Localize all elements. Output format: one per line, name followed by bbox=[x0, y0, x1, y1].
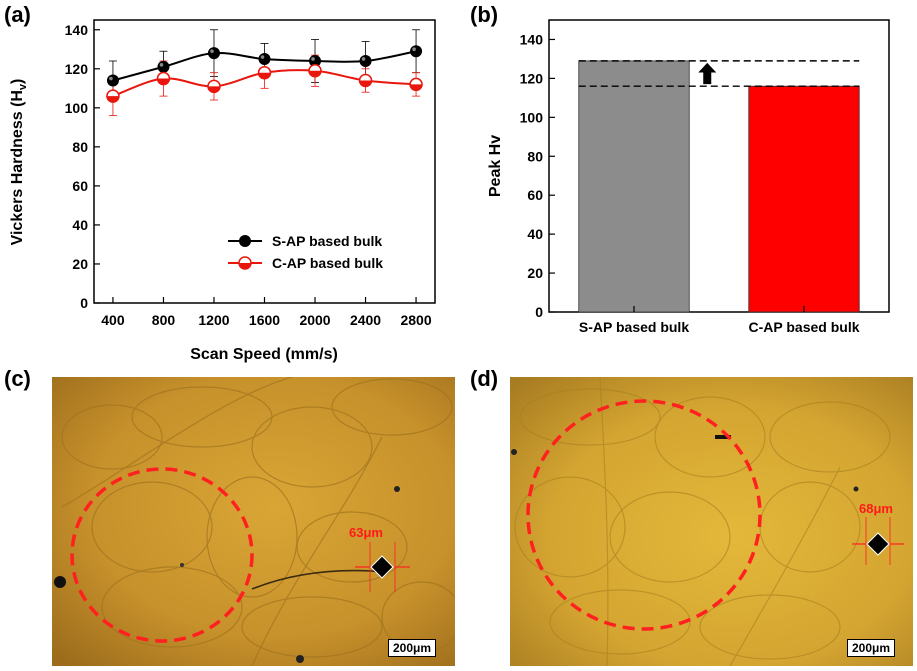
y-axis-title: Vickers Hardness (Hv) bbox=[9, 79, 29, 246]
data-point bbox=[358, 73, 373, 88]
micrograph-c: 63μm 200μm bbox=[52, 377, 455, 666]
indent-c: 63μm bbox=[349, 525, 410, 592]
y-tick-label-b: 60 bbox=[527, 187, 543, 203]
y-tick-label: 0 bbox=[80, 295, 88, 311]
highlight-circle-d bbox=[526, 399, 762, 631]
y-tick-label-b: 120 bbox=[520, 70, 544, 86]
indent-label-c: 63μm bbox=[349, 525, 383, 540]
data-point bbox=[207, 47, 220, 60]
data-point bbox=[308, 63, 322, 78]
data-point bbox=[106, 89, 120, 103]
x-axis-title: Scan Speed (mm/s) bbox=[190, 346, 338, 363]
data-point bbox=[309, 54, 322, 67]
panel-label-a: (a) bbox=[4, 2, 31, 27]
legend-label-s-ap: S-AP based bulk bbox=[272, 233, 382, 249]
category-label: S-AP based bulk bbox=[579, 319, 689, 335]
micrograph-d: 68μm 200μm bbox=[510, 377, 913, 666]
y-axis-title-b: Peak Hv bbox=[487, 135, 504, 197]
up-arrow-icon bbox=[698, 62, 717, 85]
legend: S-AP based bulk C-AP based bulk bbox=[228, 233, 383, 271]
data-point bbox=[207, 79, 221, 94]
x-tick-label: 800 bbox=[152, 312, 176, 328]
y-tick-label: 60 bbox=[72, 178, 88, 194]
data-point bbox=[409, 77, 423, 92]
y-tick-label: 140 bbox=[65, 22, 89, 38]
y-tick-label: 100 bbox=[65, 100, 89, 116]
data-point bbox=[157, 60, 170, 73]
legend-marker-s-ap bbox=[239, 235, 251, 247]
data-point bbox=[156, 71, 171, 86]
legend-label-c-ap: C-AP based bulk bbox=[272, 255, 383, 271]
indent-d: 68μm bbox=[852, 501, 904, 565]
data-point bbox=[359, 54, 372, 67]
panel-label-c: (c) bbox=[4, 366, 31, 391]
x-tick-label: 2000 bbox=[299, 312, 330, 328]
y-tick-label: 40 bbox=[72, 217, 88, 233]
x-tick-label: 2400 bbox=[350, 312, 381, 328]
indent-label-d: 68μm bbox=[859, 501, 893, 516]
y-tick-label-b: 80 bbox=[527, 148, 543, 164]
y-tick-label: 20 bbox=[72, 256, 88, 272]
plot-frame-b bbox=[548, 19, 890, 313]
data-point bbox=[258, 53, 271, 66]
peak-hardness-bar-chart: 0 20 40 60 80 100 120 140 S-AP based bulk C-AP b… bbox=[487, 19, 890, 335]
data-point bbox=[257, 65, 272, 80]
x-tick-label: 1200 bbox=[198, 312, 229, 328]
bar-s-ap bbox=[578, 60, 690, 313]
y-tick-label-b: 140 bbox=[520, 31, 544, 47]
y-tick-label-b: 100 bbox=[520, 109, 544, 125]
micrograph-c-image: 63μm bbox=[52, 377, 455, 666]
x-tick-label: 1600 bbox=[249, 312, 280, 328]
y-tick-label-b: 20 bbox=[527, 265, 543, 281]
highlight-circle-c bbox=[70, 467, 254, 643]
data-point bbox=[410, 45, 423, 58]
y-tick-label-b: 40 bbox=[527, 226, 543, 242]
y-tick-label-b: 0 bbox=[535, 304, 543, 320]
panel-label-d: (d) bbox=[470, 366, 499, 391]
y-tick-label: 120 bbox=[65, 61, 89, 77]
category-label: C-AP based bulk bbox=[749, 319, 860, 335]
y-tick-label: 80 bbox=[72, 139, 88, 155]
bar-c-ap bbox=[748, 85, 860, 313]
data-point bbox=[106, 74, 119, 87]
micrograph-d-image: 68μm bbox=[510, 377, 913, 666]
hardness-line-chart: 0 20 40 60 80 100 120 140 400 800 1200 1600 2000 2400… bbox=[9, 19, 436, 363]
x-tick-label: 400 bbox=[101, 312, 125, 328]
scale-bar-d: 200μm bbox=[847, 639, 896, 657]
panel-label-b: (b) bbox=[470, 2, 499, 27]
scale-bar-c: 200μm bbox=[388, 639, 437, 657]
x-tick-label: 2800 bbox=[400, 312, 431, 328]
